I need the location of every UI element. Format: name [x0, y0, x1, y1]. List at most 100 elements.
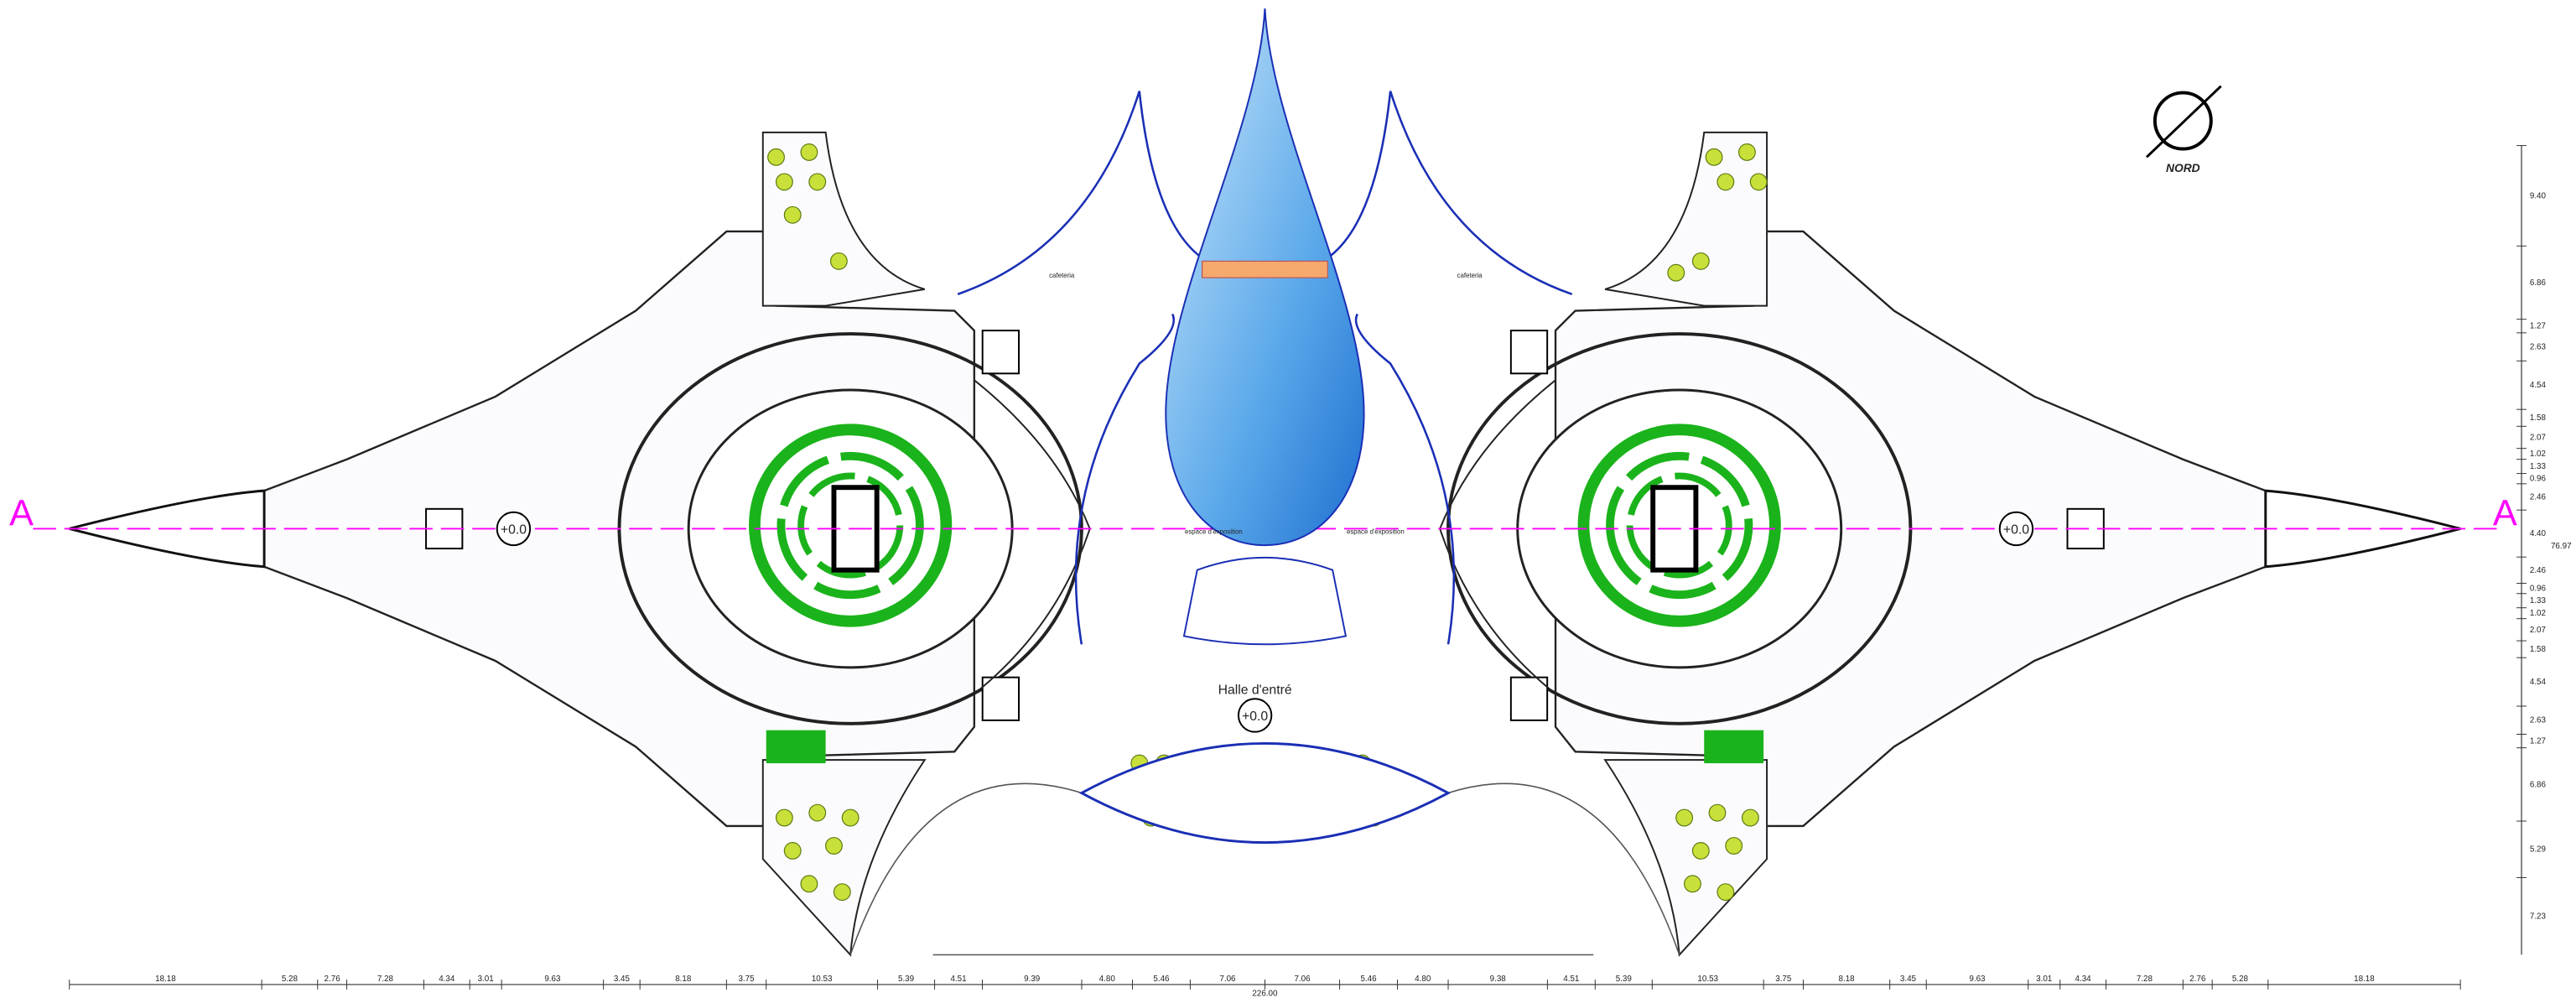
tree [783, 205, 802, 224]
dimension-label: 5.39 [1616, 975, 1632, 984]
dimension-label: 4.34 [2075, 975, 2092, 984]
section-marker: A [9, 494, 34, 534]
entrance-garden [1078, 741, 1452, 845]
dimension-label: 6.86 [2530, 278, 2547, 288]
dimension-label: 8.18 [675, 975, 692, 984]
tree [800, 875, 818, 893]
dimension-label: 9.63 [544, 975, 561, 984]
dimension-label: 5.29 [2530, 845, 2546, 855]
dimension-label: 1.02 [2530, 609, 2546, 618]
east-wing [1265, 91, 2496, 955]
north-label: NORD [2166, 162, 2200, 174]
dimension-label: 9.38 [1490, 975, 1507, 984]
dimension-label: 18.18 [2354, 975, 2375, 984]
level-label: +0.0 [2003, 522, 2029, 537]
tree [1749, 173, 1768, 191]
tree [1675, 808, 1694, 827]
dimension-label: 7.28 [2137, 975, 2153, 984]
dimensions: 18.18 5.28 2.76 7.28 4.34 3.01 9.63 3.45 8.18 3.7… [69, 145, 2572, 998]
room-label: espace d'exposition [1185, 528, 1243, 535]
room-label: cafeteria [1457, 272, 1483, 279]
dimension-label: 1.58 [2530, 413, 2547, 423]
tree [808, 173, 827, 191]
dimension-label: 7.23 [2530, 912, 2547, 921]
dimension-label: 5.46 [1360, 975, 1377, 984]
tree [1725, 837, 1743, 855]
dimension-label: 9.40 [2530, 191, 2547, 200]
tree [833, 883, 851, 902]
dimension-label: 2.76 [2189, 975, 2206, 984]
level-marker [1998, 511, 2034, 547]
dimension-label: 6.86 [2530, 780, 2547, 789]
tree [783, 842, 802, 860]
tree [1708, 803, 1727, 822]
dimension-label: 5.28 [282, 975, 299, 984]
tree [767, 148, 785, 166]
tree [775, 173, 793, 191]
dimension-total: 226.00 [1252, 990, 1278, 998]
dimension-label: 4.51 [1563, 975, 1579, 984]
dimension-label: 7.06 [1294, 975, 1311, 984]
tree [800, 143, 818, 161]
dimension-label: 7.06 [1219, 975, 1236, 984]
dimension-label: 0.96 [2530, 585, 2547, 594]
entrance-label: Halle d'entré [1218, 683, 1292, 697]
level-marker [1237, 698, 1273, 733]
dimension-label: 2.63 [2530, 716, 2547, 725]
section-marker: A [2493, 494, 2517, 534]
tree [1705, 148, 1723, 166]
dimension-label: 4.80 [1099, 975, 1116, 984]
tree [1684, 875, 1701, 893]
dimension-label: 2.46 [2530, 566, 2547, 575]
stage [1182, 557, 1348, 646]
west-wing [33, 91, 1265, 955]
dimension-label: 3.01 [478, 975, 494, 984]
room-label: espace d'exposition [1347, 528, 1405, 535]
tree [1691, 842, 1710, 860]
tree [808, 803, 827, 822]
dimension-label: 0.96 [2530, 475, 2547, 484]
level-label: +0.0 [1242, 710, 1268, 724]
dimension-label: 3.75 [738, 975, 755, 984]
dimension-label: 3.75 [1775, 975, 1792, 984]
dimension-label: 10.53 [1697, 975, 1718, 984]
dimension-label: 5.28 [2232, 975, 2249, 984]
tree [1691, 252, 1710, 270]
tree [1741, 808, 1759, 827]
tree [825, 837, 843, 855]
dimension-label: 1.27 [2530, 322, 2546, 331]
dimension-total: 76.97 [2551, 542, 2572, 551]
tree [841, 808, 860, 827]
dimension-label: 7.28 [377, 975, 394, 984]
dimension-label: 10.53 [812, 975, 833, 984]
dimension-label: 1.58 [2530, 645, 2547, 654]
dimension-label: 9.63 [1969, 975, 1986, 984]
dimension-label: 3.01 [2036, 975, 2052, 984]
dimension-label: 9.39 [1024, 975, 1040, 984]
bridge [1202, 260, 1328, 278]
tree [775, 808, 793, 827]
dimension-label: 3.45 [614, 975, 631, 984]
tree [1738, 143, 1756, 161]
dimension-label: 8.18 [1839, 975, 1856, 984]
dimension-label: 2.46 [2530, 492, 2547, 502]
dimension-label: 4.54 [2530, 678, 2547, 687]
level-marker [496, 511, 532, 547]
dimension-label: 2.07 [2530, 626, 2546, 635]
dimension-label: 4.34 [439, 975, 455, 984]
dimension-label: 4.80 [1415, 975, 1431, 984]
dimension-label: 5.46 [1153, 975, 1170, 984]
tree [829, 252, 848, 270]
dimension-label: 3.45 [1900, 975, 1917, 984]
north-arrow [2145, 85, 2222, 159]
tree [1716, 883, 1735, 902]
tree [1667, 263, 1685, 282]
dimension-label: 1.33 [2530, 462, 2547, 471]
room-label: cafeteria [1049, 272, 1075, 279]
dimension-label: 4.51 [950, 975, 966, 984]
dimension-label: 4.40 [2530, 529, 2547, 538]
dimension-label: 18.18 [155, 975, 176, 984]
dimension-label: 2.63 [2530, 343, 2547, 352]
